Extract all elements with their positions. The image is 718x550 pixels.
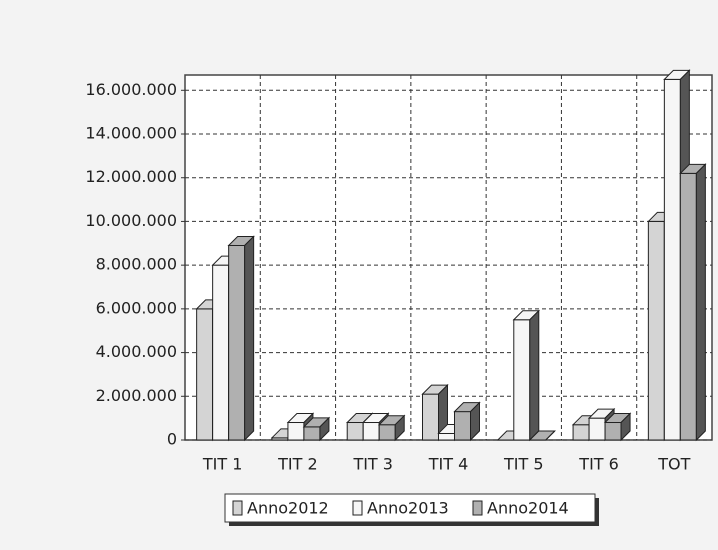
bar <box>663 78 681 441</box>
bar-side <box>695 163 706 442</box>
legend: Anno2012 Anno2013 Anno2014 <box>224 493 599 526</box>
y-tick-label: 8.000.000 <box>96 255 177 274</box>
bar-3d <box>302 416 331 442</box>
bar-3d <box>378 414 406 442</box>
bar <box>604 422 622 441</box>
bar-3d <box>679 163 707 442</box>
bar <box>362 422 380 441</box>
bar-3d <box>512 309 540 442</box>
bar-side <box>620 412 631 442</box>
bar-side <box>529 309 540 442</box>
bar <box>303 426 321 441</box>
bar-side <box>244 235 255 442</box>
bar <box>454 411 471 441</box>
bar <box>588 417 606 441</box>
legend-swatch <box>232 500 243 516</box>
y-tick-label: 12.000.000 <box>85 167 177 186</box>
bar <box>422 393 439 441</box>
legend-box <box>224 493 596 523</box>
legend-label: Anno2013 <box>367 499 449 518</box>
bar <box>647 220 665 441</box>
legend-swatch <box>472 500 483 516</box>
bar-3d <box>227 235 255 442</box>
y-tick-label: 4.000.000 <box>96 342 177 361</box>
bar-side <box>545 430 556 441</box>
y-tick-label: 2.000.000 <box>96 386 177 405</box>
bar <box>346 422 364 441</box>
legend-label: Anno2014 <box>487 499 569 518</box>
bar <box>572 424 590 441</box>
y-tick-label: 14.000.000 <box>85 124 177 143</box>
x-tick-label: TIT 5 <box>503 455 544 474</box>
bar <box>228 244 246 441</box>
bar <box>513 319 531 441</box>
bar-side <box>394 414 405 442</box>
y-tick-label: 16.000.000 <box>85 80 177 99</box>
x-tick-label: TIT 4 <box>428 455 469 474</box>
bar <box>378 424 396 441</box>
legend-label: Anno2012 <box>247 499 329 518</box>
y-tick-label: 6.000.000 <box>96 298 177 317</box>
bar-3d <box>528 430 556 441</box>
y-tick-label: 0 <box>167 430 177 449</box>
x-tick-label: TOT <box>657 455 690 474</box>
bar-side <box>470 401 480 442</box>
y-tick-label: 10.000.000 <box>85 211 177 230</box>
bar <box>438 432 455 441</box>
bar <box>287 422 305 441</box>
bar-side <box>319 416 330 442</box>
bar <box>679 172 697 441</box>
bar <box>212 264 230 441</box>
bar <box>196 308 214 441</box>
x-tick-label: TIT 2 <box>277 455 318 474</box>
bar-3d <box>453 401 481 442</box>
bar-3d <box>603 412 632 442</box>
x-tick-label: TIT 3 <box>352 455 393 474</box>
plot-area <box>184 74 713 441</box>
legend-swatch <box>352 500 363 516</box>
x-tick-label: TIT 1 <box>202 455 243 474</box>
x-tick-label: TIT 6 <box>578 455 619 474</box>
